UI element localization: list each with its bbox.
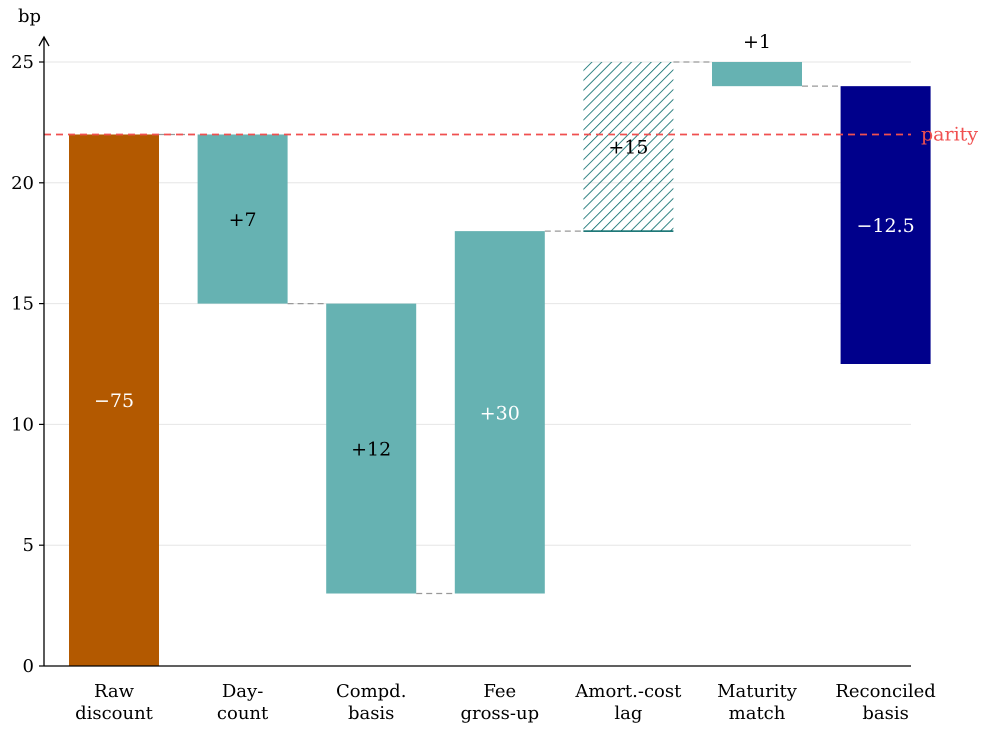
category-label: Reconciled basis xyxy=(835,681,936,724)
bar xyxy=(69,134,159,667)
reference-line-label: parity xyxy=(921,123,978,145)
category-label-line: Maturity xyxy=(717,681,798,702)
y-tick-label: 0 xyxy=(23,656,34,677)
bar xyxy=(712,62,802,87)
y-ticks: 0 5 10 15 20 25 xyxy=(11,52,44,677)
category-label-line: discount xyxy=(75,703,154,724)
bar-value-label: +12 xyxy=(351,439,391,461)
bar-value-label: −12.5 xyxy=(856,215,914,237)
bar xyxy=(454,231,545,594)
bar xyxy=(326,303,417,594)
category-label-line: basis xyxy=(348,703,395,724)
bar-value-label: +7 xyxy=(229,209,257,231)
category-label: Raw discount xyxy=(75,681,154,724)
bar xyxy=(197,134,288,304)
category-label-line: Fee xyxy=(483,681,516,702)
category-label: Maturity match xyxy=(717,681,798,724)
category-label-line: Day- xyxy=(222,681,263,702)
y-axis-arrow xyxy=(38,35,50,47)
bars xyxy=(69,62,931,667)
category-label-line: Compd. xyxy=(336,681,406,702)
category-label: Amort.-cost lag xyxy=(574,681,682,724)
bar-hatched xyxy=(583,62,674,232)
bar-value-label: +15 xyxy=(608,137,648,159)
y-tick-label: 25 xyxy=(11,52,34,73)
y-tick-label: 20 xyxy=(11,173,34,194)
y-tick-label: 15 xyxy=(11,294,34,315)
category-label-line: match xyxy=(729,703,786,724)
y-tick-label: 10 xyxy=(11,414,34,435)
category-label-line: basis xyxy=(862,703,909,724)
category-label-line: count xyxy=(217,703,269,724)
category-label-line: Reconciled xyxy=(835,681,936,702)
category-label-line: gross-up xyxy=(460,703,539,724)
y-axis-unit-label: bp xyxy=(18,6,41,27)
category-label: Compd. basis xyxy=(336,681,406,724)
axes: bp xyxy=(18,6,911,667)
category-label-line: Amort.-cost xyxy=(574,681,682,702)
bar-value-label: +1 xyxy=(743,31,771,53)
bar-value-label: −75 xyxy=(94,390,134,412)
bar-value-label: +30 xyxy=(480,402,520,424)
y-tick-label: 5 xyxy=(23,535,34,556)
category-label-line: Raw xyxy=(94,681,135,702)
category-label: Day-count xyxy=(217,681,269,724)
category-label: Fee gross-up xyxy=(460,681,539,724)
category-label-line: lag xyxy=(614,703,642,724)
reference-line-group: parity xyxy=(44,123,978,145)
bar xyxy=(840,86,931,364)
bar-labels: −75 +7 +12 +30 +15 +1 −12.5 xyxy=(94,31,915,461)
